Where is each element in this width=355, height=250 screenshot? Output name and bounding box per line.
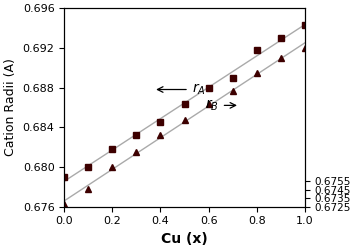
X-axis label: Cu (x): Cu (x)	[161, 232, 208, 246]
Y-axis label: Cation Radii (A): Cation Radii (A)	[4, 58, 17, 156]
Text: $r_A$: $r_A$	[158, 82, 206, 97]
Text: $r_B$: $r_B$	[205, 98, 236, 113]
